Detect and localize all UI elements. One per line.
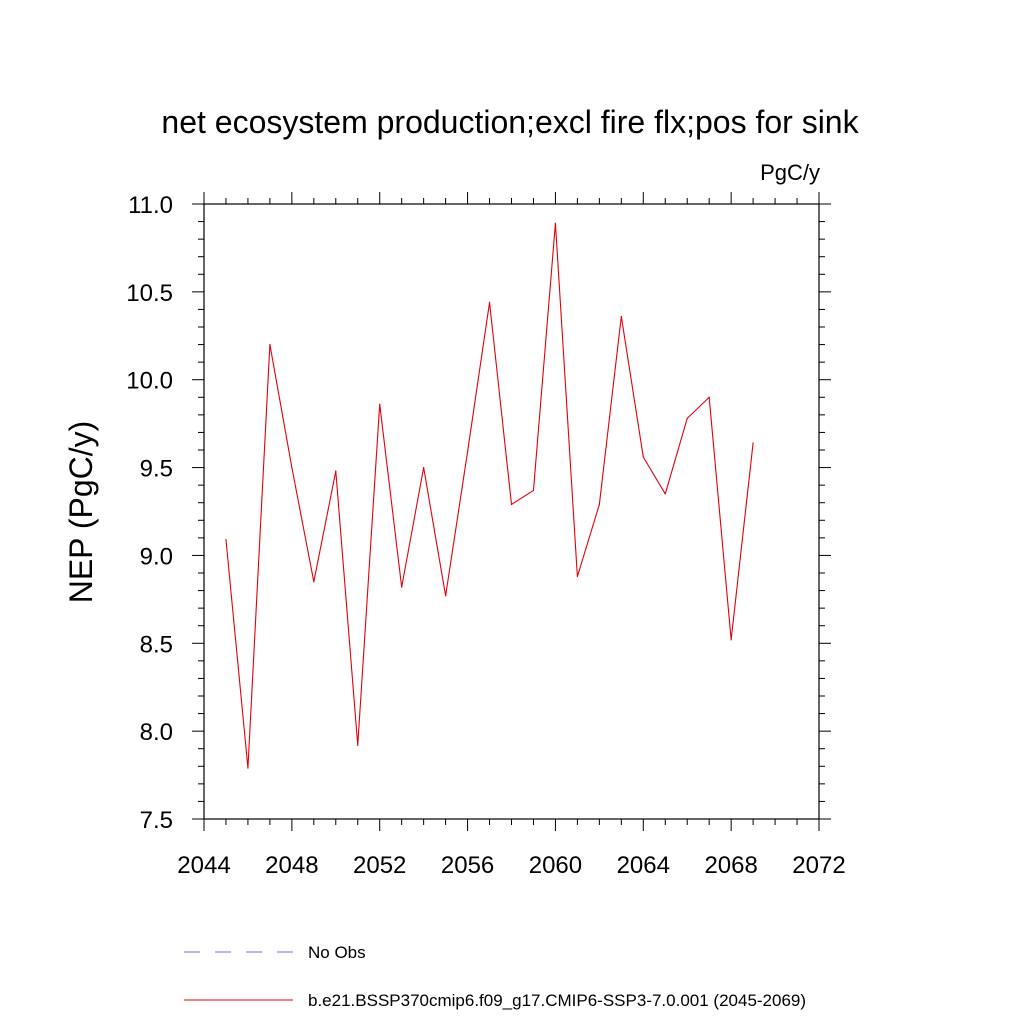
data-point bbox=[401, 586, 403, 588]
data-point bbox=[423, 466, 425, 469]
data-point bbox=[466, 451, 469, 453]
y-axis-label: NEP (PgC/y) bbox=[63, 421, 99, 604]
units-label: PgC/y bbox=[760, 160, 820, 185]
x-tick-label: 2044 bbox=[177, 852, 230, 879]
data-point bbox=[335, 470, 337, 472]
x-tick-label: 2064 bbox=[617, 852, 670, 879]
x-tick-label: 2052 bbox=[353, 852, 406, 879]
data-point bbox=[357, 744, 359, 746]
y-tick-label: 7.5 bbox=[140, 807, 173, 834]
data-point bbox=[313, 581, 315, 583]
y-tick-labels: 7.5 8.0 8.5 9.0 9.5 10.0 10.5 11.0 bbox=[126, 192, 173, 834]
data-point bbox=[664, 493, 666, 495]
legend-label: b.e21.BSSP370cmip6.f09_g17.CMIP6-SSP3-7.… bbox=[308, 991, 806, 1010]
x-tick-label: 2048 bbox=[265, 852, 318, 879]
y-tick-label: 8.5 bbox=[140, 631, 173, 658]
y-tick-label: 11.0 bbox=[128, 192, 173, 219]
data-point bbox=[576, 575, 578, 578]
chart-title: net ecosystem production;excl fire flx;p… bbox=[161, 104, 859, 140]
data-point bbox=[554, 222, 557, 224]
data-point bbox=[445, 595, 447, 597]
series-layer bbox=[225, 222, 754, 769]
data-point bbox=[752, 442, 754, 444]
data-point bbox=[686, 417, 688, 419]
data-point bbox=[225, 539, 227, 541]
y-tick-label: 10.5 bbox=[126, 280, 173, 307]
data-point bbox=[642, 456, 644, 458]
y-tick-label: 10.0 bbox=[126, 368, 173, 395]
data-point bbox=[510, 503, 513, 506]
plot-frame bbox=[203, 203, 820, 820]
y-tick-label: 9.0 bbox=[140, 543, 173, 570]
axis-ticks bbox=[192, 192, 831, 831]
x-tick-labels: 2044 2048 2052 2056 2060 2064 2068 2072 bbox=[177, 852, 845, 879]
legend: No Obs b.e21.BSSP370cmip6.f09_g17.CMIP6-S… bbox=[184, 943, 806, 1010]
y-tick-label: 9.5 bbox=[140, 456, 173, 483]
data-point bbox=[291, 466, 293, 469]
series-line bbox=[225, 222, 754, 769]
data-point bbox=[730, 639, 732, 641]
data-point bbox=[620, 315, 622, 318]
data-point bbox=[708, 396, 710, 398]
data-point bbox=[532, 489, 535, 492]
data-point bbox=[269, 343, 271, 346]
x-tick-label: 2056 bbox=[441, 852, 494, 879]
x-tick-label: 2072 bbox=[792, 852, 845, 879]
data-point bbox=[598, 503, 600, 506]
legend-label: No Obs bbox=[308, 943, 366, 962]
x-tick-label: 2068 bbox=[704, 852, 757, 879]
x-tick-label: 2060 bbox=[529, 852, 582, 879]
data-point bbox=[488, 301, 491, 303]
data-point bbox=[247, 767, 249, 769]
data-point bbox=[379, 403, 381, 405]
y-tick-label: 8.0 bbox=[140, 719, 173, 746]
